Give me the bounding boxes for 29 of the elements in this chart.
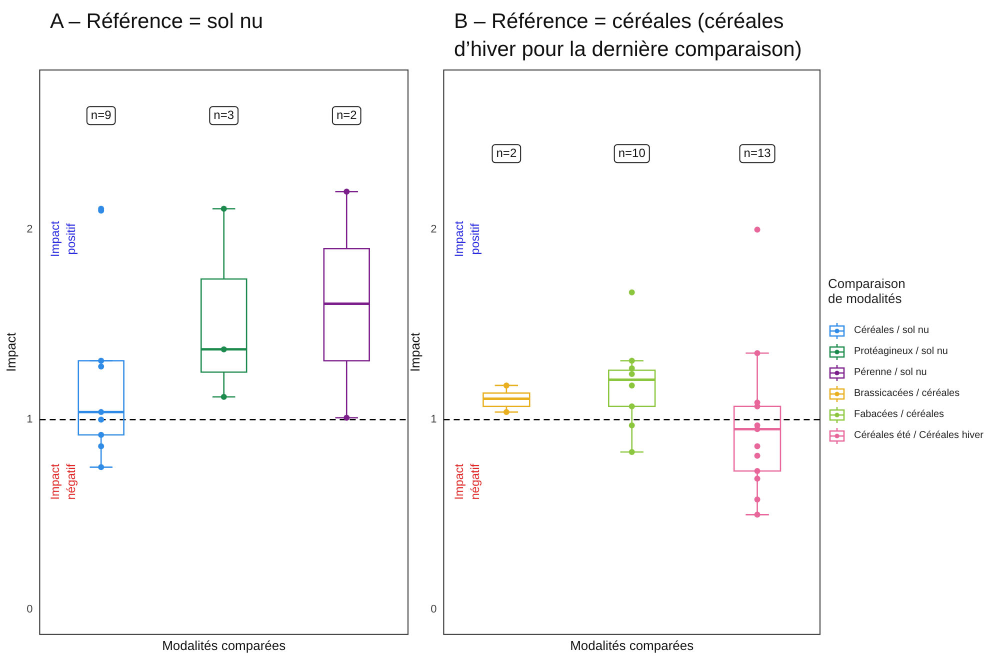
chart-title: A – Référence = sol nu [50,9,264,35]
y-axis-title: Impact [3,332,18,372]
y-axis-title: Impact [407,332,422,372]
annotation: Impact négatif [452,463,482,500]
y-tick-label: 0 [430,604,437,616]
x-axis-title: Modalités comparées [570,638,694,653]
annotation: n=10 [618,146,646,160]
annotation: Impact négatif [48,463,78,500]
legend-title: Comparaison de modalités [828,276,906,308]
chart-title: B – Référence = céréales (céréales d’hiver pour la dernière comparaison) [454,9,803,63]
y-tick-label: 2 [26,224,33,236]
annotation: n=13 [744,146,772,160]
legend-label: Céréales été / Céréales hiver [854,430,984,441]
y-tick-label: 1 [26,414,33,426]
legend-label: Fabacées / céréales [854,409,944,420]
y-tick-label: 2 [430,224,437,236]
annotation: Impact positif [48,220,78,258]
legend-label: Brassicacées / céréales [854,388,960,399]
y-tick-label: 0 [26,604,33,616]
legend-label: Céréales / sol nu [854,325,930,336]
legend-label: Pérenne / sol nu [854,367,927,378]
y-tick-label: 1 [430,414,437,426]
annotation: n=3 [214,108,234,122]
annotation: Impact positif [452,220,482,258]
annotation: n=9 [90,108,112,122]
x-axis-title: Modalités comparées [162,638,286,653]
annotation: n=2 [336,108,358,122]
legend-label: Protéagineux / sol nu [854,346,948,357]
annotation: n=2 [496,146,517,160]
